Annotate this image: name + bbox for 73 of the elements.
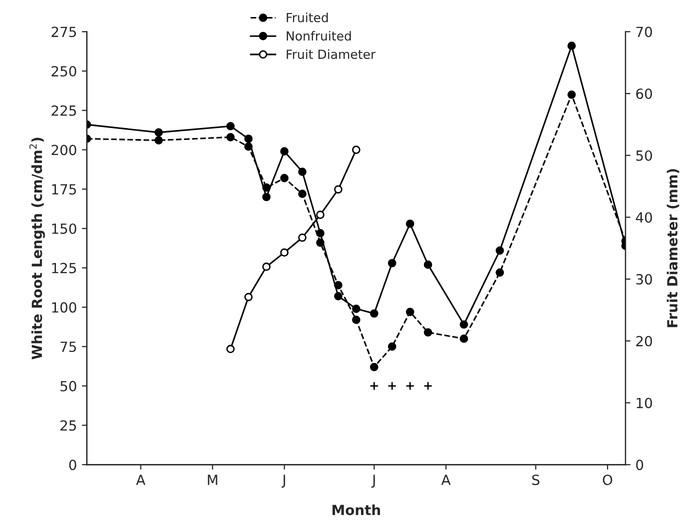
- y-tick-label: 200: [52, 144, 76, 156]
- y2-tick-label: 20: [636, 336, 652, 346]
- point: [496, 268, 504, 277]
- point: [226, 344, 235, 354]
- x-tick-label: O: [602, 474, 612, 486]
- y-tick-label: 25: [60, 420, 76, 431]
- point: [406, 308, 414, 316]
- point: [154, 128, 163, 137]
- point: [567, 42, 576, 50]
- point: [226, 133, 235, 142]
- x-tick-label: S: [532, 474, 540, 486]
- y-axis-title: White Root Length (cm/dm$^{2}$): [29, 138, 45, 360]
- point: [370, 362, 378, 372]
- point: [352, 146, 360, 154]
- point: [496, 246, 504, 255]
- y2-tick-label: 30: [636, 274, 652, 285]
- point: [352, 304, 360, 313]
- y2-tick-label: 0: [636, 460, 644, 470]
- point: [298, 233, 306, 242]
- legend-label: Fruit Diameter: [286, 49, 376, 59]
- point: [424, 381, 433, 390]
- y2-tick-label: 40: [636, 212, 652, 223]
- point: [370, 381, 379, 390]
- point: [424, 328, 432, 337]
- y2-axis-title: Fruit Diameter (mm): [666, 169, 680, 328]
- point: [280, 147, 289, 156]
- point: [298, 190, 306, 198]
- x-tick-label: M: [208, 474, 218, 485]
- y2-tick-label: 10: [636, 398, 652, 408]
- point: [424, 260, 432, 269]
- point: [460, 334, 468, 343]
- legend-label: Fruited: [286, 12, 328, 22]
- legend-label: Nonfruited: [286, 30, 351, 41]
- y-tick-label: 175: [52, 184, 76, 195]
- x-tick-label: J: [371, 474, 375, 488]
- point: [352, 316, 360, 324]
- y2-tick-label: 60: [636, 88, 652, 100]
- y2-tick-label: 50: [636, 150, 652, 161]
- point: [406, 220, 414, 228]
- y-tick-label: 225: [52, 105, 76, 116]
- y-tick-label: 0: [69, 460, 76, 470]
- point: [388, 381, 397, 390]
- point: [244, 134, 253, 143]
- point: [244, 292, 253, 302]
- y-tick-label: 275: [52, 26, 76, 38]
- x-tick-label: J: [282, 474, 286, 488]
- point: [280, 248, 289, 257]
- point: [262, 192, 271, 202]
- point: [226, 122, 235, 130]
- y-tick-label: 250: [52, 66, 76, 77]
- point: [316, 210, 324, 219]
- point: [334, 292, 342, 300]
- y-tick-label: 100: [52, 302, 76, 313]
- point: [280, 174, 289, 182]
- point: [262, 262, 271, 271]
- point: [567, 90, 576, 99]
- point: [388, 258, 396, 268]
- y-tick-label: 150: [52, 223, 76, 234]
- point: [388, 342, 396, 351]
- x-tick-label: A: [441, 474, 451, 485]
- y-tick-label: 125: [52, 262, 76, 274]
- point: [370, 309, 378, 318]
- point: [460, 320, 468, 329]
- y2-tick-label: 70: [636, 26, 652, 38]
- y-tick-label: 75: [60, 342, 76, 352]
- point: [334, 185, 342, 194]
- point: [298, 168, 306, 176]
- point: [316, 229, 324, 238]
- x-tick-label: A: [136, 474, 146, 485]
- point: [406, 381, 415, 390]
- x-axis-title: Month: [332, 504, 380, 516]
- y-tick-label: 50: [60, 380, 76, 392]
- point: [154, 136, 163, 144]
